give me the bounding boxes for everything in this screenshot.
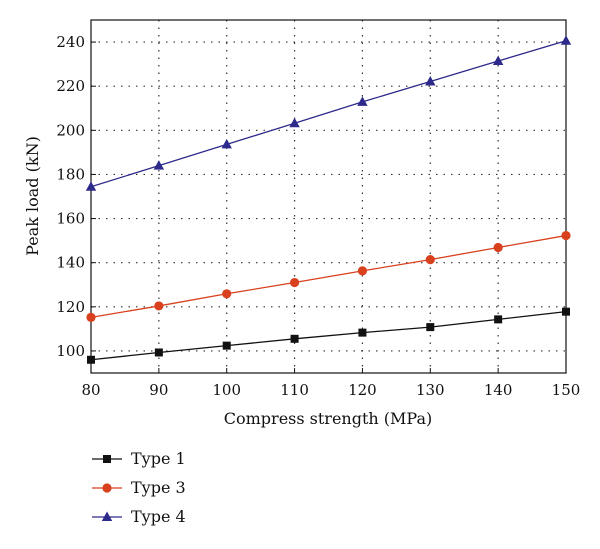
data-point-type-3 <box>154 301 164 311</box>
data-point-type-1 <box>426 323 435 332</box>
data-point-type-4 <box>289 117 300 128</box>
data-point-type-1 <box>358 328 367 337</box>
data-point-type-1 <box>154 348 163 357</box>
data-point-type-3 <box>561 230 571 241</box>
legend-item-type-1: Type 1 <box>92 449 186 468</box>
y-tick-label: 180 <box>56 165 85 183</box>
y-tick-label: 160 <box>56 210 85 228</box>
data-point-type-4 <box>492 55 504 66</box>
x-tick-label: 100 <box>212 381 241 399</box>
data-point-type-3 <box>86 312 96 323</box>
x-tick-label: 80 <box>81 381 100 399</box>
series-layer <box>85 35 572 364</box>
data-point-type-4 <box>153 160 165 170</box>
legend-label: Type 1 <box>131 449 186 468</box>
legend-marker <box>101 511 113 521</box>
data-point-type-1 <box>562 307 570 316</box>
data-point-type-1 <box>87 355 95 364</box>
data-point-type-4 <box>560 35 572 45</box>
y-axis-title: Peak load (kN) <box>23 136 42 256</box>
data-point-type-4 <box>221 138 232 149</box>
series-type-3 <box>86 230 571 323</box>
x-tick-label: 110 <box>280 381 309 399</box>
legend-item-type-3: Type 3 <box>92 478 186 497</box>
x-tick-label: 90 <box>149 381 168 399</box>
data-point-type-3 <box>357 266 368 276</box>
data-point-type-3 <box>289 277 300 288</box>
legend-item-type-4: Type 4 <box>92 507 186 526</box>
x-tick-label: 130 <box>416 381 445 399</box>
series-line-type-1 <box>90 311 567 361</box>
x-tick-label: 140 <box>484 381 513 399</box>
series-line-type-3 <box>90 234 567 319</box>
data-point-type-1 <box>290 334 299 343</box>
y-tick-label: 240 <box>56 33 85 51</box>
legend-marker <box>103 455 111 463</box>
data-point-type-4 <box>85 181 97 191</box>
data-point-type-3 <box>222 289 232 299</box>
data-point-type-1 <box>494 315 503 324</box>
plot-area-frame <box>90 19 567 374</box>
data-point-type-4 <box>425 76 436 86</box>
y-tick-label: 120 <box>56 298 85 316</box>
series-type-1 <box>87 307 570 364</box>
data-point-type-1 <box>222 341 231 350</box>
x-tick-label: 150 <box>552 381 581 399</box>
y-tick-label: 200 <box>56 121 85 139</box>
legend-label: Type 3 <box>131 478 186 497</box>
data-point-type-4 <box>357 96 368 106</box>
x-axis-title: Compress strength (MPa) <box>224 409 433 428</box>
series-line-type-4 <box>90 40 567 188</box>
series-type-4 <box>85 35 572 191</box>
y-axis-ticks: 100 120 140 160 180 200 220 240 <box>56 33 96 360</box>
data-point-type-3 <box>425 254 435 265</box>
legend-marker <box>102 483 112 493</box>
x-tick-label: 120 <box>348 381 377 399</box>
legend: Type 1 Type 3 Type 4 <box>92 449 186 526</box>
y-tick-label: 140 <box>56 254 85 272</box>
y-tick-label: 220 <box>56 77 85 95</box>
y-tick-label: 100 <box>56 342 85 360</box>
x-axis-ticks: 80 90 100 110 120 130 140 150 <box>81 368 580 399</box>
legend-label: Type 4 <box>131 507 186 526</box>
data-point-type-3 <box>493 242 503 253</box>
